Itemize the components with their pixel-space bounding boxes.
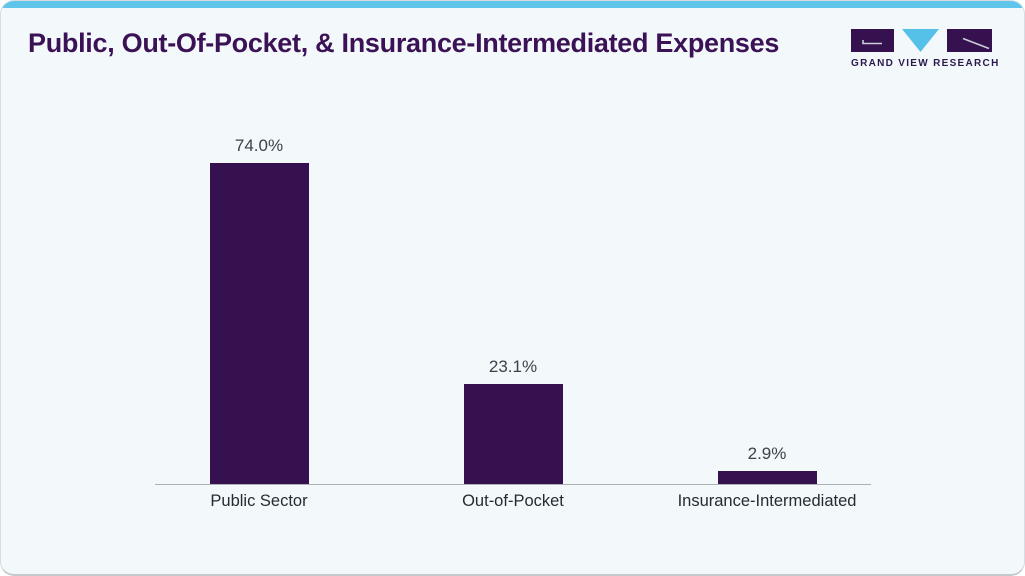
bar-column: 74.0% [189,136,329,484]
bar-value-label: 74.0% [234,136,284,155]
category-axis: Public Sector Out-of-Pocket Insurance-Inte… [155,492,871,511]
bar-column: 23.1% [443,357,583,484]
bar [463,383,563,484]
category-label: Out-of-Pocket [462,492,564,510]
header: Public, Out-Of-Pocket, & Insurance-Inter… [28,25,998,69]
category-label: Public Sector [210,492,308,510]
bar [717,471,817,484]
gvr-logo-mark-icon [851,29,992,52]
category-label: Insurance-Intermediated [677,492,857,510]
bar-value-label: 2.9% [747,444,787,464]
logo-v-icon [902,29,939,52]
bar-value-label: 23.1% [488,356,538,376]
page-title: Public, Out-Of-Pocket, & Insurance-Inter… [28,28,780,58]
bar-chart: 74.0% 23.1% 2.9% Public Sector Out-of-Pocke… [155,106,871,546]
plot-area: 74.0% 23.1% 2.9% [155,106,871,485]
logo-g-icon [851,29,894,52]
bar-column: 2.9% [697,444,837,484]
accent-top-bar [1,1,1024,8]
bar [209,163,309,484]
gvr-logo: GRAND VIEW RESEARCH [851,29,1000,69]
brand-name: GRAND VIEW RESEARCH [851,58,1000,69]
